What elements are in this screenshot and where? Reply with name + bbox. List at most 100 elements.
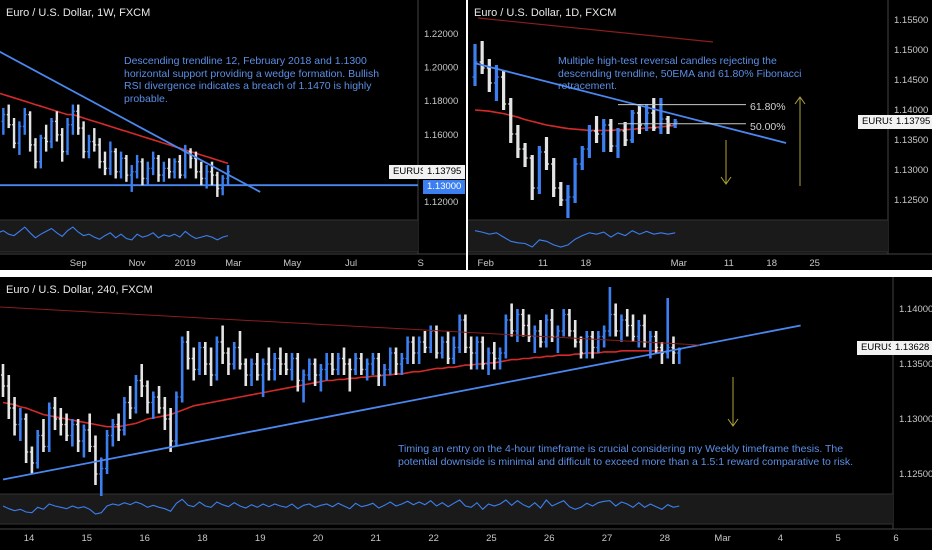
weekly-candle bbox=[103, 151, 107, 176]
h4-candle bbox=[480, 336, 485, 370]
h4-candle bbox=[99, 457, 104, 496]
h4-panel: 1.14000 1.13500 1.13000 1.12500 14 15 16 18 19 20… bbox=[0, 277, 932, 550]
weekly-candle bbox=[220, 175, 225, 196]
h4-candle bbox=[567, 309, 572, 337]
weekly-y-tick: 1.20000 bbox=[424, 63, 458, 74]
weekly-candle bbox=[151, 151, 156, 176]
h4-candle bbox=[203, 342, 208, 375]
fib-label-500: 50.00% bbox=[750, 121, 786, 133]
h4-candle bbox=[197, 342, 202, 375]
h4-candle bbox=[76, 419, 81, 452]
weekly-candle bbox=[76, 104, 81, 135]
h4-candle bbox=[122, 397, 127, 436]
daily-rsi-pane bbox=[468, 220, 888, 252]
h4-candle bbox=[428, 325, 433, 353]
weekly-rsi-line bbox=[0, 226, 229, 241]
h4-candle bbox=[382, 364, 387, 386]
h4-candle bbox=[422, 331, 427, 353]
h4-candle bbox=[93, 435, 98, 485]
h4-candle bbox=[365, 358, 370, 381]
daily-candle bbox=[522, 143, 528, 167]
h4-candle bbox=[555, 325, 560, 353]
h4-candle bbox=[295, 353, 300, 392]
weekly-candle bbox=[145, 161, 150, 186]
weekly-candle bbox=[215, 171, 220, 197]
h4-x-tick: 15 bbox=[82, 533, 93, 544]
weekly-candle bbox=[113, 148, 118, 179]
daily-x-tick: 18 bbox=[581, 258, 592, 269]
h4-chart: 1.14000 1.13500 1.13000 1.12500 14 15 16 18 19 20… bbox=[0, 277, 932, 544]
weekly-candle bbox=[44, 124, 49, 152]
h4-candle bbox=[573, 320, 578, 348]
h4-candle bbox=[272, 353, 277, 381]
daily-candle bbox=[658, 98, 664, 134]
daily-candle bbox=[493, 65, 499, 101]
daily-down-arrow-head bbox=[720, 176, 732, 185]
weekly-chart: 1.220001.200001.180001.160001.140001.120… bbox=[0, 0, 466, 269]
h4-candle bbox=[18, 408, 23, 441]
h4-candle bbox=[35, 430, 40, 469]
daily-candle bbox=[608, 119, 614, 152]
weekly-candle bbox=[199, 161, 204, 186]
daily-y-tick: 1.12500 bbox=[894, 195, 928, 206]
daily-x-tick: Mar bbox=[671, 258, 687, 269]
h4-candle bbox=[474, 336, 479, 370]
h4-y-tick: 1.12500 bbox=[899, 469, 932, 480]
h4-candle bbox=[503, 314, 508, 359]
daily-y-tick: 1.14000 bbox=[894, 105, 928, 116]
weekly-candle bbox=[60, 128, 65, 162]
weekly-x-tick: S bbox=[417, 258, 423, 269]
daily-long-ema-line bbox=[477, 17, 714, 43]
h4-candle bbox=[318, 364, 323, 392]
h4-candle bbox=[590, 331, 595, 359]
h4-candle bbox=[492, 342, 497, 370]
daily-panel: 1.15500 1.15000 1.14500 1.14000 1.13500 1.130… bbox=[468, 0, 932, 270]
weekly-candle bbox=[108, 141, 113, 176]
h4-price-tag: 1.13628 bbox=[891, 341, 932, 355]
h4-candle bbox=[515, 309, 520, 342]
weekly-candle bbox=[172, 158, 177, 179]
h4-candle bbox=[388, 347, 393, 375]
h4-candle bbox=[578, 336, 584, 359]
daily-x-tick: Feb bbox=[478, 258, 494, 269]
h4-candle bbox=[457, 314, 462, 353]
daily-trendline bbox=[474, 62, 787, 144]
h4-rsi-pane bbox=[0, 494, 893, 524]
weekly-x-tick: Nov bbox=[129, 258, 146, 269]
h4-candle bbox=[417, 336, 422, 364]
weekly-candle bbox=[124, 154, 129, 182]
h4-candle bbox=[665, 298, 670, 359]
h4-candle bbox=[613, 303, 618, 337]
h4-candle bbox=[180, 336, 185, 403]
h4-candle bbox=[359, 353, 364, 375]
h4-candle bbox=[596, 331, 601, 353]
weekly-candle bbox=[6, 104, 11, 129]
h4-annotation: Timing an entry on the 4-hour timeframe … bbox=[398, 443, 854, 468]
h4-candle bbox=[133, 375, 138, 414]
weekly-panel: 1.220001.200001.180001.160001.140001.120… bbox=[0, 0, 466, 270]
h4-candle bbox=[336, 353, 341, 375]
weekly-candle bbox=[38, 134, 43, 169]
daily-candle bbox=[543, 137, 550, 170]
h4-candle bbox=[168, 408, 173, 452]
weekly-candle bbox=[49, 118, 54, 149]
h4-candle bbox=[237, 331, 243, 370]
weekly-candle bbox=[71, 104, 75, 135]
h4-candle bbox=[353, 353, 358, 375]
h4-long-ema-line bbox=[0, 306, 701, 346]
h4-candle bbox=[58, 408, 63, 436]
daily-y-tick: 1.13000 bbox=[894, 165, 928, 176]
weekly-candle bbox=[194, 151, 198, 179]
daily-candle bbox=[651, 98, 657, 131]
daily-candle bbox=[644, 104, 650, 131]
daily-ema-line bbox=[474, 109, 676, 132]
daily-candle bbox=[665, 116, 671, 134]
daily-candle bbox=[572, 158, 578, 203]
daily-candle bbox=[479, 41, 485, 74]
h4-candle bbox=[521, 309, 526, 337]
daily-candle bbox=[594, 116, 600, 143]
h4-candle bbox=[174, 391, 179, 447]
daily-annotation: Multiple high-test reversal candles reje… bbox=[558, 55, 802, 92]
h4-candle bbox=[24, 413, 29, 463]
weekly-candle bbox=[17, 121, 22, 155]
